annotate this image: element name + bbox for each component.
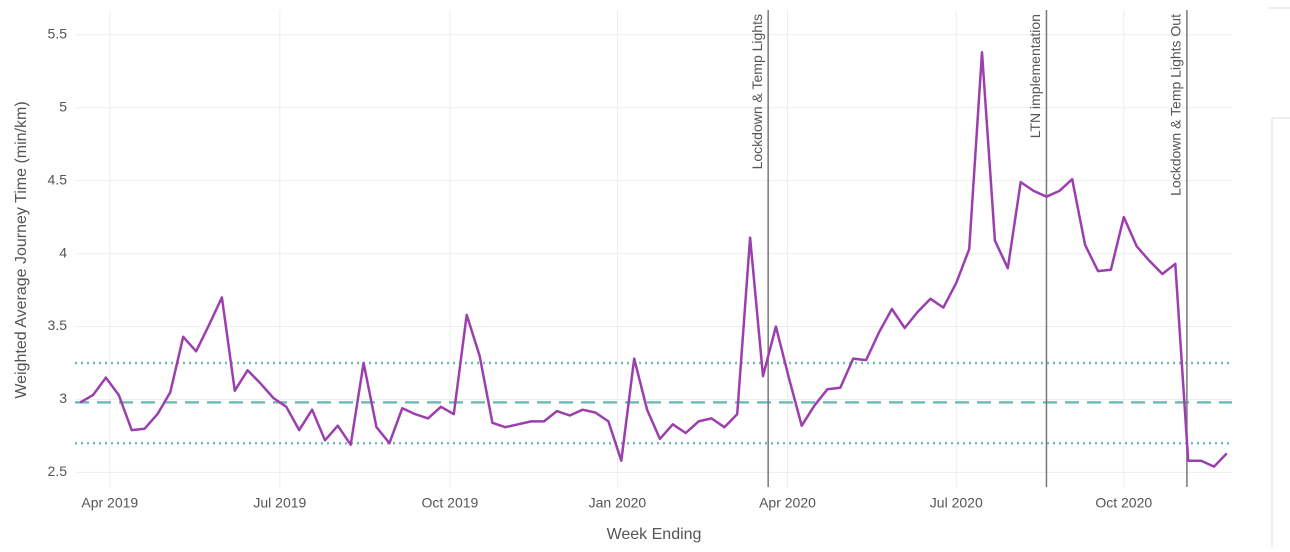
event-label: LTN implementation [1027, 14, 1043, 138]
x-tick-label: Jan 2020 [589, 495, 647, 511]
y-tick-label: 3.5 [48, 317, 68, 333]
x-tick-label: Oct 2019 [422, 495, 479, 511]
y-tick-label: 3 [59, 390, 67, 406]
y-tick-label: 4.5 [48, 171, 68, 187]
y-tick-label: 5.5 [48, 26, 68, 42]
x-tick-label: Jul 2019 [253, 495, 306, 511]
y-axis-title: Weighted Average Journey Time (min/km) [13, 101, 30, 398]
x-tick-label: Oct 2020 [1095, 495, 1152, 511]
x-tick-label: Jul 2020 [930, 495, 983, 511]
y-tick-label: 2.5 [48, 463, 68, 479]
event-label: Lockdown & Temp Lights Out [1168, 14, 1184, 196]
x-tick-label: Apr 2020 [759, 495, 816, 511]
y-tick-label: 5 [59, 98, 67, 114]
x-tick-label: Apr 2019 [81, 495, 138, 511]
y-tick-label: 4 [59, 244, 67, 260]
data-line [79, 51, 1228, 468]
event-label: Lockdown & Temp Lights [749, 14, 765, 169]
x-axis-title: Week Ending [607, 526, 702, 543]
